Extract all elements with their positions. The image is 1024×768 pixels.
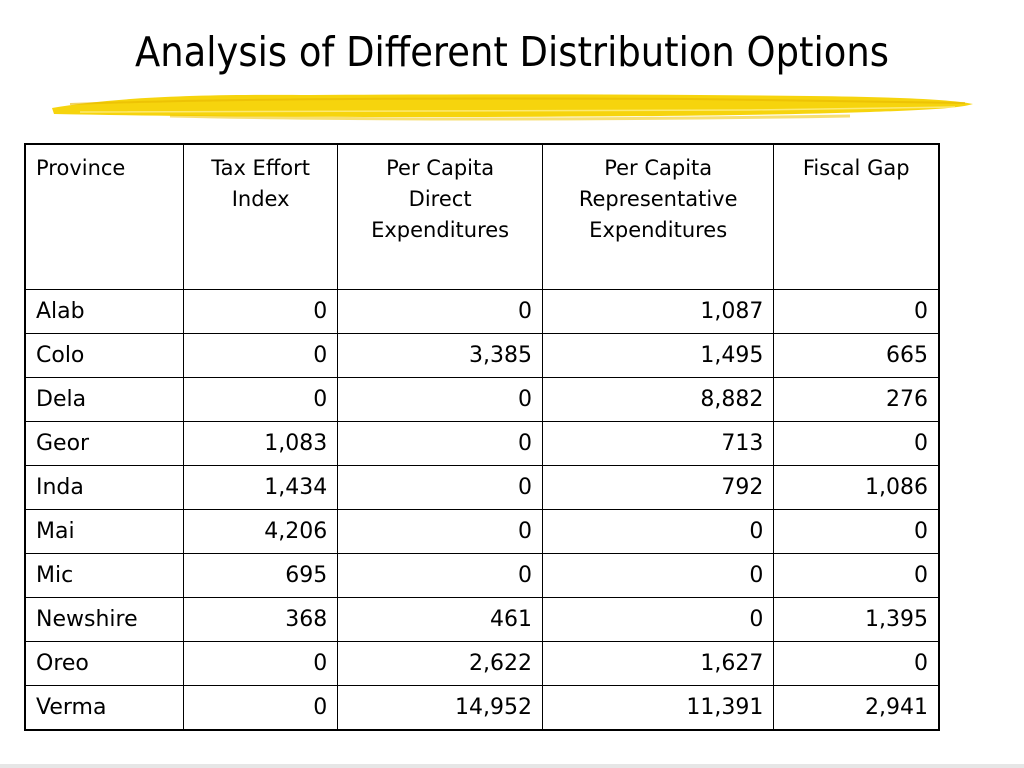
header-province: Province [24, 143, 185, 290]
cell-representative-expenditures: 0 [541, 553, 775, 598]
cell-province: Oreo [24, 641, 185, 686]
cell-province: Inda [24, 465, 185, 510]
cell-fiscal-gap: 0 [773, 553, 940, 598]
cell-tax-effort-index: 0 [183, 641, 339, 686]
cell-province: Alab [24, 289, 185, 334]
cell-tax-effort-index: 695 [183, 553, 339, 598]
table-row: Mai 4,206 0 0 0 [24, 509, 940, 554]
cell-province: Geor [24, 421, 185, 466]
header-per-capita-direct-expenditures: Per Capita Direct Expenditures [337, 143, 543, 290]
cell-representative-expenditures: 0 [541, 597, 775, 642]
title-underline-brushstroke [52, 94, 973, 121]
table-row: Alab 0 0 1,087 0 [24, 289, 940, 334]
cell-direct-expenditures: 3,385 [337, 333, 543, 378]
cell-tax-effort-index: 368 [183, 597, 339, 642]
table-row: Oreo 0 2,622 1,627 0 [24, 641, 940, 686]
cell-direct-expenditures: 14,952 [337, 685, 543, 731]
cell-direct-expenditures: 0 [337, 465, 543, 510]
cell-fiscal-gap: 665 [773, 333, 940, 378]
table-row: Dela 0 0 8,882 276 [24, 377, 940, 422]
header-per-capita-representative-expenditures: Per Capita Representative Expenditures [541, 143, 775, 290]
cell-fiscal-gap: 0 [773, 421, 940, 466]
table-row: Colo 0 3,385 1,495 665 [24, 333, 940, 378]
cell-direct-expenditures: 0 [337, 509, 543, 554]
cell-province: Newshire [24, 597, 185, 642]
cell-representative-expenditures: 1,495 [541, 333, 775, 378]
cell-tax-effort-index: 1,434 [183, 465, 339, 510]
cell-tax-effort-index: 0 [183, 289, 339, 334]
cell-fiscal-gap: 0 [773, 509, 940, 554]
slide-title: Analysis of Different Distribution Optio… [135, 28, 889, 76]
cell-fiscal-gap: 276 [773, 377, 940, 422]
cell-representative-expenditures: 8,882 [541, 377, 775, 422]
table-header-row: Province Tax Effort Index Per Capita Direc… [24, 143, 940, 290]
cell-direct-expenditures: 461 [337, 597, 543, 642]
cell-direct-expenditures: 0 [337, 553, 543, 598]
header-tax-effort-index: Tax Effort Index [183, 143, 339, 290]
cell-direct-expenditures: 0 [337, 289, 543, 334]
cell-province: Mai [24, 509, 185, 554]
bottom-divider [0, 764, 1024, 768]
cell-tax-effort-index: 0 [183, 377, 339, 422]
cell-direct-expenditures: 2,622 [337, 641, 543, 686]
cell-tax-effort-index: 4,206 [183, 509, 339, 554]
cell-fiscal-gap: 0 [773, 289, 940, 334]
cell-fiscal-gap: 1,086 [773, 465, 940, 510]
table-row: Inda 1,434 0 792 1,086 [24, 465, 940, 510]
table-row: Mic 695 0 0 0 [24, 553, 940, 598]
cell-fiscal-gap: 1,395 [773, 597, 940, 642]
cell-direct-expenditures: 0 [337, 377, 543, 422]
cell-direct-expenditures: 0 [337, 421, 543, 466]
cell-representative-expenditures: 792 [541, 465, 775, 510]
cell-representative-expenditures: 11,391 [541, 685, 775, 731]
cell-province: Mic [24, 553, 185, 598]
cell-representative-expenditures: 1,087 [541, 289, 775, 334]
distribution-table: Province Tax Effort Index Per Capita Direc… [24, 143, 940, 731]
cell-tax-effort-index: 0 [183, 333, 339, 378]
cell-province: Verma [24, 685, 185, 731]
header-fiscal-gap: Fiscal Gap [773, 143, 940, 290]
cell-tax-effort-index: 1,083 [183, 421, 339, 466]
table-row: Verma 0 14,952 11,391 2,941 [24, 685, 940, 731]
table-row: Newshire 368 461 0 1,395 [24, 597, 940, 642]
cell-representative-expenditures: 713 [541, 421, 775, 466]
cell-fiscal-gap: 2,941 [773, 685, 940, 731]
cell-fiscal-gap: 0 [773, 641, 940, 686]
cell-province: Colo [24, 333, 185, 378]
cell-representative-expenditures: 1,627 [541, 641, 775, 686]
cell-province: Dela [24, 377, 185, 422]
cell-representative-expenditures: 0 [541, 509, 775, 554]
table-row: Geor 1,083 0 713 0 [24, 421, 940, 466]
cell-tax-effort-index: 0 [183, 685, 339, 731]
